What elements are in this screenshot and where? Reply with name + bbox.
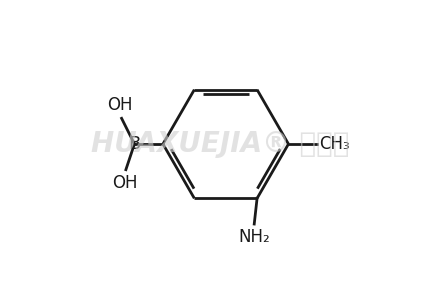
Text: CH₃: CH₃: [319, 135, 350, 153]
Text: B: B: [128, 135, 140, 153]
Text: HUAXUEJIA® 化学加: HUAXUEJIA® 化学加: [91, 130, 349, 158]
Text: NH₂: NH₂: [238, 228, 270, 246]
Text: OH: OH: [107, 96, 133, 114]
Text: OH: OH: [112, 174, 137, 192]
